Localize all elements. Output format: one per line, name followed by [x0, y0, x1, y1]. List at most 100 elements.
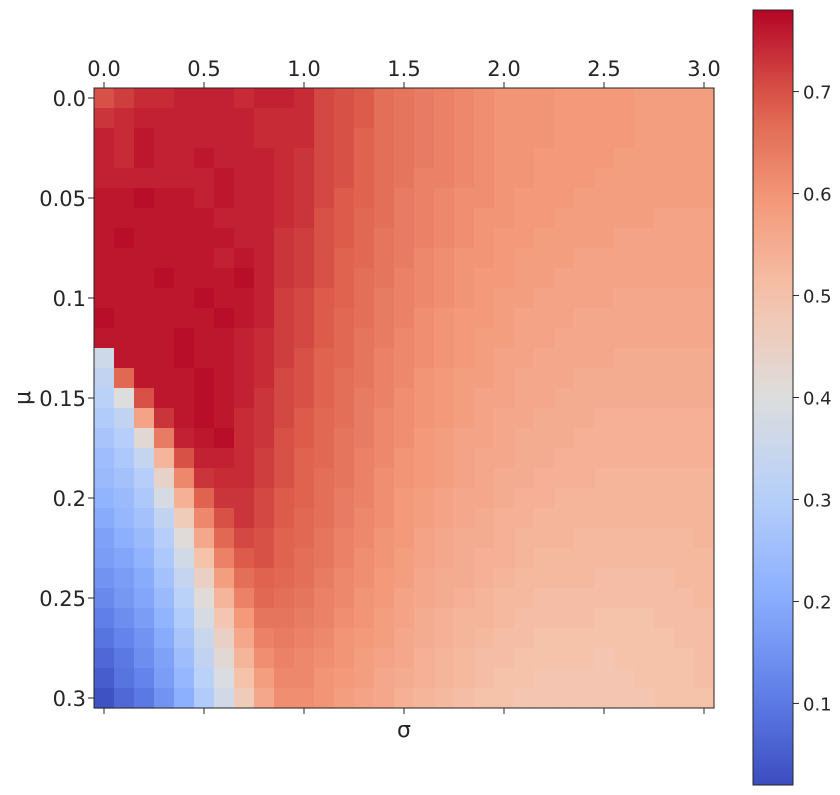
heatmap-cell — [174, 388, 195, 409]
heatmap-cell — [694, 668, 715, 689]
heatmap-cell — [414, 148, 435, 169]
heatmap-cell — [634, 688, 655, 709]
heatmap-cell — [554, 628, 575, 649]
heatmap-cell — [94, 388, 115, 409]
x-axis-label: σ — [397, 718, 411, 743]
heatmap-cell — [514, 348, 535, 369]
heatmap-cell — [114, 328, 135, 349]
heatmap-cell — [214, 588, 235, 609]
heatmap-cell — [574, 508, 595, 529]
heatmap-cell — [334, 568, 355, 589]
heatmap-cell — [374, 648, 395, 669]
heatmap-cell — [354, 348, 375, 369]
heatmap-cell — [374, 348, 395, 369]
heatmap-cell — [434, 508, 455, 529]
heatmap-cell — [394, 248, 415, 269]
heatmap-cell — [254, 128, 275, 149]
heatmap-cell — [374, 628, 395, 649]
heatmap-cell — [554, 428, 575, 449]
heatmap-cell — [674, 568, 695, 589]
heatmap-cell — [134, 348, 155, 369]
colorbar-tick-label: 0.1 — [803, 694, 832, 715]
heatmap-cell — [214, 108, 235, 129]
heatmap-cell — [214, 188, 235, 209]
heatmap-cell — [134, 628, 155, 649]
heatmap-cell — [334, 188, 355, 209]
heatmap-cell — [594, 448, 615, 469]
heatmap-cell — [394, 88, 415, 109]
heatmap-cell — [354, 608, 375, 629]
colorbar-ticks: 0.1 0.2 0.3 0.4 0.5 0.6 0.7 — [793, 83, 832, 715]
heatmap-cell — [334, 328, 355, 349]
heatmap-cell — [354, 188, 375, 209]
heatmap-cell — [694, 388, 715, 409]
heatmap-cell — [314, 468, 335, 489]
heatmap-cell — [434, 288, 455, 309]
heatmap-cell — [214, 308, 235, 329]
heatmap-cell — [434, 588, 455, 609]
heatmap-cell — [154, 448, 175, 469]
heatmap-cell — [174, 488, 195, 509]
heatmap-cell — [394, 688, 415, 709]
heatmap-cell — [434, 388, 455, 409]
heatmap-cell — [154, 268, 175, 289]
heatmap-cell — [174, 308, 195, 329]
heatmap-cell — [354, 388, 375, 409]
heatmap-cell — [574, 228, 595, 249]
heatmap-cell — [234, 268, 255, 289]
heatmap-cell — [334, 228, 355, 249]
heatmap-cell — [374, 388, 395, 409]
heatmap-cell — [474, 548, 495, 569]
heatmap-cell — [334, 408, 355, 429]
heatmap-cell — [434, 668, 455, 689]
heatmap-cell — [334, 448, 355, 469]
heatmap-cell — [214, 208, 235, 229]
heatmap-cell — [194, 348, 215, 369]
heatmap-cell — [514, 368, 535, 389]
heatmap-cell — [394, 148, 415, 169]
heatmap-cell — [674, 508, 695, 529]
heatmap-cell — [534, 368, 555, 389]
heatmap-cell — [294, 608, 315, 629]
heatmap-cell — [554, 608, 575, 629]
heatmap-cell — [354, 408, 375, 429]
heatmap-cell — [674, 548, 695, 569]
y-tick-label: 0.25 — [39, 587, 86, 611]
heatmap-cell — [574, 448, 595, 469]
heatmap-cell — [534, 668, 555, 689]
heatmap-cell — [454, 348, 475, 369]
heatmap-cell — [154, 528, 175, 549]
heatmap-cell — [394, 608, 415, 629]
heatmap-cell — [634, 208, 655, 229]
heatmap-cell — [314, 268, 335, 289]
heatmap-cell — [214, 668, 235, 689]
heatmap-cell — [314, 128, 335, 149]
heatmap-cell — [614, 108, 635, 129]
heatmap-cell — [694, 108, 715, 129]
heatmap-cell — [174, 588, 195, 609]
heatmap-cell — [154, 148, 175, 169]
heatmap-cell — [614, 508, 635, 529]
heatmap-cell — [374, 128, 395, 149]
heatmap-cell — [334, 548, 355, 569]
heatmap-cell — [234, 108, 255, 129]
heatmap-cell — [254, 228, 275, 249]
heatmap-cell — [234, 348, 255, 369]
heatmap-cell — [574, 388, 595, 409]
heatmap-cell — [274, 628, 295, 649]
heatmap-cell — [274, 608, 295, 629]
y-tick-label: 0.15 — [39, 387, 86, 411]
heatmap-cell — [554, 328, 575, 349]
heatmap-cell — [634, 508, 655, 529]
heatmap-cell — [474, 388, 495, 409]
heatmap-cell — [314, 288, 335, 309]
heatmap-cell — [474, 208, 495, 229]
heatmap-cell — [534, 468, 555, 489]
heatmap-cell — [514, 288, 535, 309]
heatmap-cell — [134, 668, 155, 689]
heatmap-cell — [214, 168, 235, 189]
heatmap-cell — [114, 608, 135, 629]
heatmap-cell — [454, 148, 475, 169]
heatmap-cell — [654, 448, 675, 469]
heatmap-cell — [534, 188, 555, 209]
